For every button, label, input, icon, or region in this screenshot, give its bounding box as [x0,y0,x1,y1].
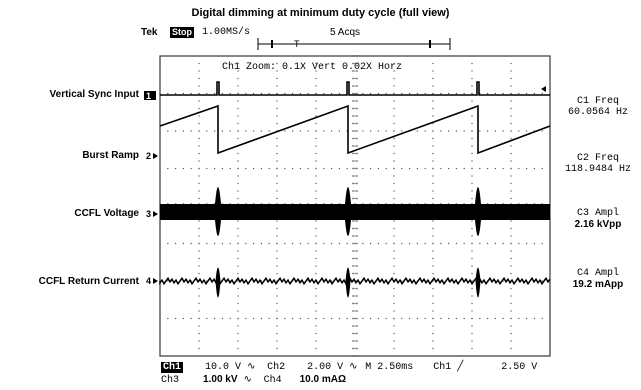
footer-row-1: Ch1 10.0 V ∿ Ch2 2.00 V ∿ M 2.50ms Ch1 ╱… [161,362,538,373]
ch1-scale: 10.0 V [205,362,242,373]
trigger-position-marker: T [294,39,300,49]
svg-text:1: 1 [146,91,151,101]
measurement-value: 19.2 mApp [572,279,624,290]
measurement-c1-freq: C1 Freq 60.0564 Hz [555,96,641,118]
ch4-marker[interactable]: 4 [146,276,151,286]
zoom-readout: Ch1 Zoom: 0.1X Vert 0.02X Horz [222,62,403,73]
ccfl-voltage-trace [160,187,550,236]
ccfl-current-trace [159,267,551,298]
ch1-badge[interactable]: Ch1 [161,362,184,373]
ch3-marker[interactable]: 3 [146,209,151,219]
channel-label-ccfl-return-current: CCFL Return Current [38,276,139,287]
measurement-name: C1 Freq [576,96,619,107]
footer-row-2: Ch3 1.00 kV ∿ Ch4 10.0 mAΩ [161,374,346,386]
brand-label: Tek [141,27,158,38]
sample-rate: 1.00MS/s [202,27,251,38]
measurement-name: C4 Ampl [576,268,619,279]
ch2-label[interactable]: Ch2 [267,362,286,373]
burst-ramp-trace [159,104,551,155]
vertical-sync-trace [160,81,550,96]
measurement-value: 118.9484 Hz [564,164,631,175]
measurement-name: C3 Ampl [576,208,619,219]
measurement-name: C2 Freq [576,153,619,164]
channel-label-vertical-sync: Vertical Sync Input [49,89,139,100]
record-position-bar [257,38,451,50]
measurement-value: 2.16 kVpp [574,219,622,230]
trigger-level-marker [541,86,546,92]
channel-markers: 1 2 3 4 [144,91,158,286]
measurement-c4-ampl: C4 Ampl 19.2 mApp [555,268,641,290]
ch4-scale: 10.0 mAΩ [299,374,346,385]
measurement-value: 60.0564 Hz [567,107,628,118]
acquisition-count: 5 Acqs [330,27,361,38]
ch3-scale: 1.00 kV [203,374,238,385]
measurement-c3-ampl: C3 Ampl 2.16 kVpp [555,208,641,230]
channel-label-ccfl-voltage: CCFL Voltage [74,208,139,219]
plot-title: Digital dimming at minimum duty cycle (f… [191,7,450,19]
measurement-c2-freq: C2 Freq 118.9484 Hz [555,153,641,175]
trigger-source: Ch1 [433,362,452,373]
ch4-label[interactable]: Ch4 [263,375,282,386]
run-state-badge[interactable]: Stop [170,27,194,38]
trigger-level: 2.50 V [501,362,538,373]
ch2-scale: 2.00 V [307,362,344,373]
ch3-label[interactable]: Ch3 [161,375,180,386]
ch1-marker[interactable] [144,91,156,100]
timebase: M 2.50ms [365,362,414,373]
channel-label-burst-ramp: Burst Ramp [82,150,139,161]
ch2-marker[interactable]: 2 [146,151,151,161]
